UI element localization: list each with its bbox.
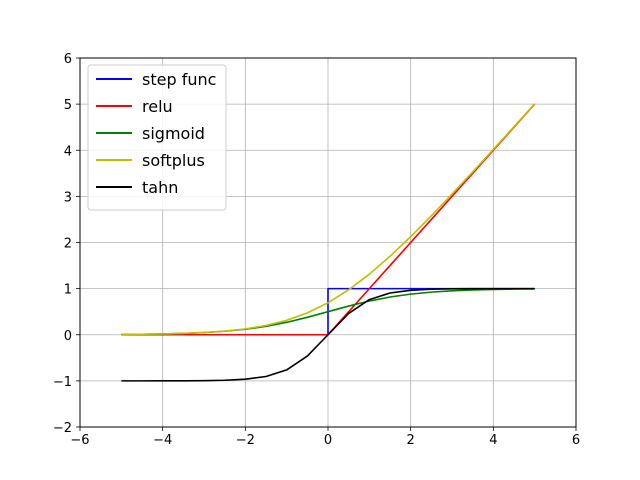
- y-tick-label: 3: [64, 190, 72, 205]
- y-tick-label: 0: [64, 329, 72, 344]
- y-tick-label: 6: [64, 52, 72, 67]
- legend: step func relu sigmoid softplus tahn: [87, 64, 227, 211]
- x-tick-label: 2: [407, 433, 415, 448]
- x-tick-label: −6: [70, 433, 89, 448]
- x-tick-label: 4: [489, 433, 497, 448]
- legend-label-sigmoid: sigmoid: [142, 124, 205, 143]
- legend-label-tahn: tahn: [142, 178, 178, 197]
- series-lines: [121, 103, 536, 382]
- legend-box: [87, 64, 227, 211]
- y-tick-label: 4: [64, 144, 72, 159]
- legend-label-softplus: softplus: [142, 151, 205, 170]
- legend-label-relu: relu: [142, 97, 173, 116]
- x-tick-label: 6: [572, 433, 580, 448]
- y-tick-label: −2: [53, 421, 72, 436]
- y-tick-label: 5: [64, 98, 72, 113]
- x-tick-label: 0: [324, 433, 332, 448]
- x-tick-label: −4: [153, 433, 172, 448]
- y-tick-label: 2: [64, 237, 72, 252]
- axis-ticks: −6 −4 −2 0 2 4 6 −2 −1 0 1 2 3 4 5 6: [53, 52, 580, 448]
- y-tick-label: 1: [64, 283, 72, 298]
- x-tick-label: −2: [236, 433, 255, 448]
- series-line-softplus: [121, 103, 536, 336]
- legend-label-step-func: step func: [142, 70, 216, 89]
- series-line-tahn: [121, 287, 535, 382]
- y-tick-label: −1: [53, 375, 72, 390]
